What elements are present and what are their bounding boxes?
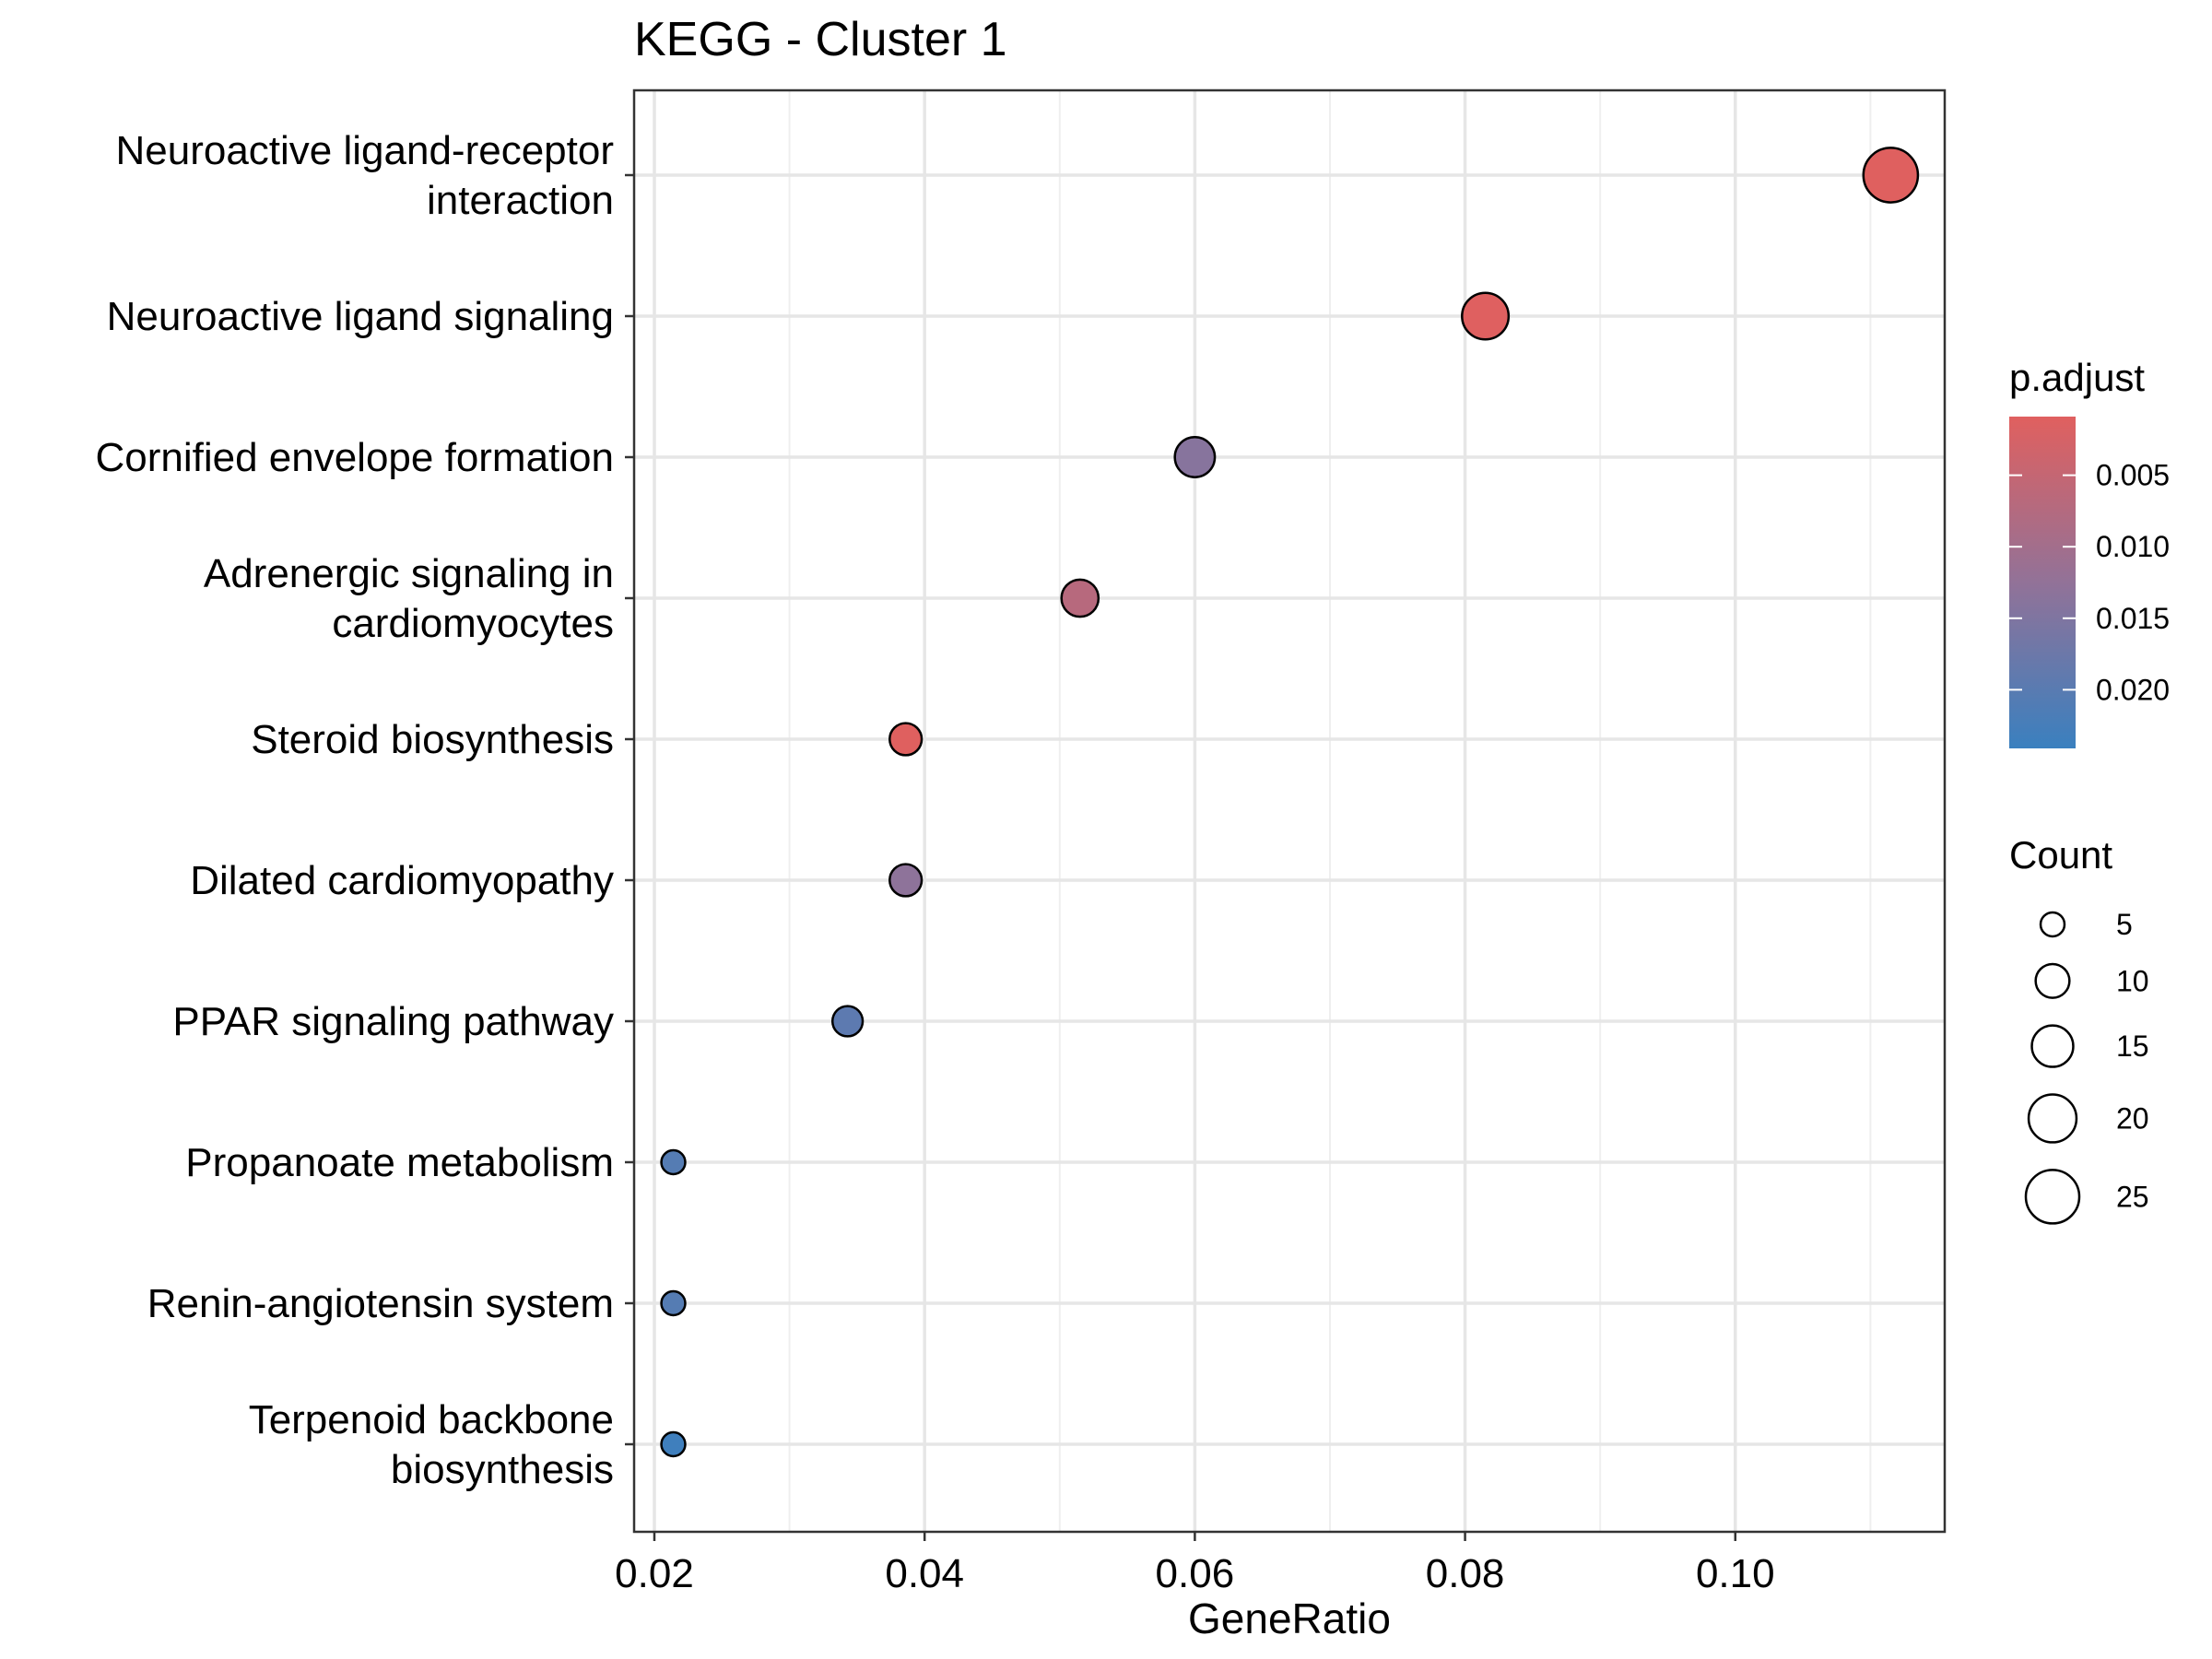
y-tick-label: Propanoate metabolism [185, 1140, 614, 1185]
size-legend-keys: 5 10 15 20 25 [2024, 908, 2149, 1225]
size-legend-label: 20 [2116, 1101, 2149, 1135]
color-legend-bar [2009, 417, 2076, 748]
color-legend-label: 0.020 [2096, 673, 2170, 706]
data-point [660, 1430, 687, 1458]
y-tick-label: Terpenoid backbone biosynthesis [249, 1397, 614, 1492]
data-point [1173, 436, 1217, 478]
y-tick-label: Dilated cardiomyopathy [190, 858, 614, 903]
color-legend-ticks: 0.005 0.010 0.015 0.020 [2009, 459, 2170, 706]
size-legend-key [2024, 1169, 2081, 1225]
y-axis: Neuroactive ligand-receptor interaction Ne… [95, 128, 634, 1492]
data-point [660, 1289, 687, 1317]
size-legend-label: 15 [2116, 1030, 2149, 1063]
data-point [888, 722, 924, 757]
x-tick-label: 0.08 [1426, 1551, 1505, 1596]
size-legend-key [2030, 1024, 2075, 1068]
x-tick-label: 0.10 [1696, 1551, 1775, 1596]
data-point [830, 1005, 865, 1038]
color-legend-label: 0.010 [2096, 530, 2170, 563]
y-tick-label: Neuroactive ligand signaling [107, 294, 614, 339]
x-tick-label: 0.02 [615, 1551, 694, 1596]
color-legend-label: 0.005 [2096, 459, 2170, 492]
size-legend: Count 5 10 15 20 25 [2009, 833, 2149, 1225]
size-legend-label: 10 [2116, 964, 2149, 997]
x-axis-title: GeneRatio [1188, 1594, 1391, 1642]
chart-title: KEGG - Cluster 1 [634, 13, 1007, 66]
color-legend: p.adjust 0.005 0.010 0.015 0.020 [2009, 356, 2170, 748]
y-tick-label: Neuroactive ligand-receptor interaction [115, 128, 614, 223]
color-legend-label: 0.015 [2096, 602, 2170, 635]
y-tick-label: Renin-angiotensin system [147, 1281, 614, 1326]
y-tick-label: Adrenergic signaling in cardiomyocytes [204, 551, 614, 646]
size-legend-key [2039, 911, 2066, 938]
data-points [660, 147, 1920, 1458]
size-legend-title: Count [2009, 833, 2112, 877]
grid-lines [634, 90, 1945, 1532]
y-tick-label: Steroid biosynthesis [251, 717, 614, 762]
y-tick-label: PPAR signaling pathway [172, 999, 614, 1044]
size-legend-key [2034, 962, 2071, 999]
data-point [1461, 291, 1511, 341]
x-axis: 0.02 0.04 0.06 0.08 0.10 [615, 1532, 1775, 1596]
x-tick-label: 0.04 [885, 1551, 964, 1596]
data-point [660, 1148, 687, 1176]
plot-panel [632, 88, 1947, 1534]
size-legend-label: 25 [2116, 1180, 2149, 1213]
size-legend-key [2027, 1093, 2078, 1144]
color-legend-title: p.adjust [2009, 356, 2145, 399]
data-point [1060, 578, 1100, 618]
x-tick-label: 0.06 [1156, 1551, 1235, 1596]
data-point [1862, 147, 1920, 204]
y-tick-label: Cornified envelope formation [95, 435, 614, 480]
data-point [888, 863, 924, 898]
size-legend-label: 5 [2116, 908, 2133, 941]
